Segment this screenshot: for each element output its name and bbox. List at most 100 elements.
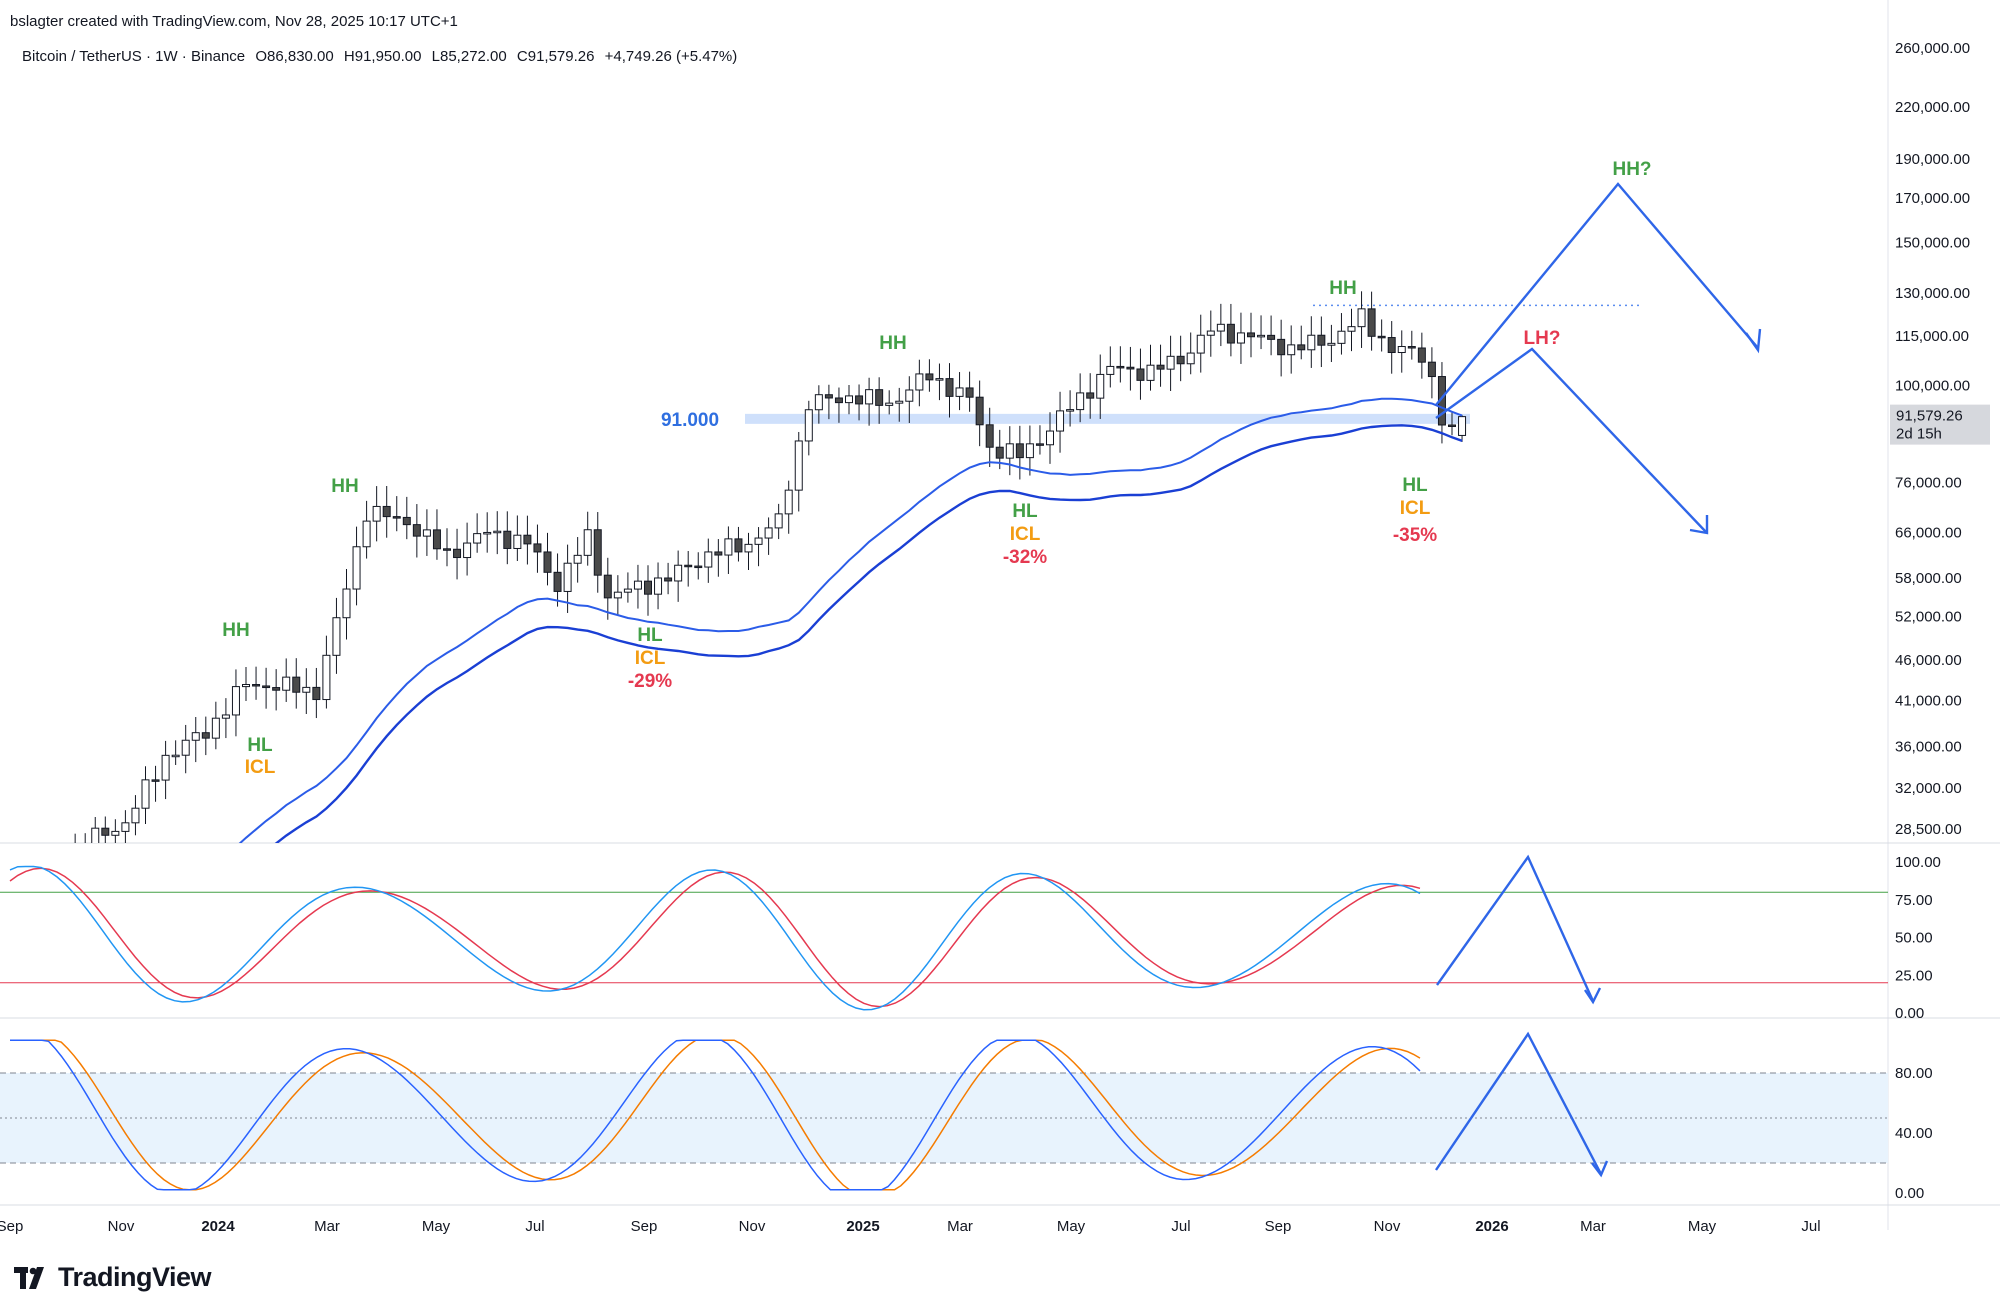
candle (915, 359, 924, 407)
candle-body (302, 686, 311, 693)
legend-symbol[interactable]: Bitcoin / TetherUS · 1W · Binance (22, 48, 246, 65)
candle-body (523, 534, 532, 545)
candle (1025, 425, 1034, 476)
candle (804, 400, 813, 456)
candle (483, 512, 492, 553)
candle-body (553, 571, 562, 592)
candle (1327, 324, 1336, 363)
candle-body (372, 505, 381, 522)
candle (563, 544, 572, 613)
candle (62, 843, 69, 871)
candle (101, 816, 110, 843)
candle (814, 385, 823, 424)
support-zone (745, 413, 1470, 424)
oscillator-2-projection-path (1435, 1031, 1603, 1175)
annotation-label: -35% (1393, 525, 1437, 546)
candle-body (201, 732, 210, 739)
price-tick-label: 130,000.00 (1895, 285, 1970, 302)
candle-body (774, 513, 783, 529)
price-tick-label: 150,000.00 (1895, 234, 1970, 251)
candle (1317, 316, 1326, 368)
oscillator-1-pane[interactable] (0, 854, 1888, 1011)
price-tick-label: 52,000.00 (1895, 609, 1962, 626)
candle-body (573, 554, 582, 564)
candle (1287, 325, 1296, 374)
oscillator-2-projection-arrow (1435, 1031, 1609, 1178)
annotation-label: ICL (1010, 524, 1041, 545)
candle (262, 667, 271, 709)
price-tick-label: 76,000.00 (1895, 475, 1962, 492)
candle (1035, 425, 1044, 455)
candle (1397, 330, 1406, 373)
candle (1066, 390, 1075, 427)
candle (1387, 321, 1396, 374)
candle-body (1005, 443, 1014, 459)
price-axis[interactable]: 260,000.00 220,000.00 190,000.00 170,000.00… (1890, 40, 1990, 1202)
candle (1307, 316, 1316, 368)
candle (905, 376, 914, 423)
candle-body (1417, 347, 1426, 363)
candle (644, 565, 652, 616)
candle-body (1427, 361, 1436, 378)
oscillator-2-tick-label: 40.00 (1895, 1125, 1933, 1142)
price-tick-label: 260,000.00 (1895, 40, 1970, 57)
candle-body (1387, 337, 1396, 354)
candle-body (784, 489, 793, 515)
candle (784, 480, 793, 534)
candle-body (955, 387, 964, 397)
candle (1146, 344, 1155, 391)
annotation-label: HL (1402, 475, 1428, 496)
time-tick-label: May (1688, 1218, 1717, 1235)
candle (1417, 332, 1426, 379)
candle (242, 666, 250, 702)
time-tick-label: Sep (1265, 1218, 1292, 1235)
time-tick-label: 2026 (1475, 1218, 1508, 1235)
price-tick-label: 190,000.00 (1895, 151, 1970, 168)
candle-body (714, 551, 723, 556)
candles (52, 291, 1467, 871)
candle-body (1025, 443, 1034, 459)
annotation-label: -32% (1003, 547, 1047, 568)
candle-body (1176, 355, 1185, 365)
time-axis[interactable]: Sep Nov 2024 Mar May Jul Sep Nov 2025 Mar May Jul Se… (0, 1218, 1821, 1235)
candle-body (52, 853, 59, 857)
oscillator-1-tick-label: 100.00 (1895, 854, 1941, 871)
annotation-label: HH? (1612, 159, 1651, 180)
oscillator-1-signal-line (9, 867, 1421, 1008)
candle-body (664, 577, 673, 582)
tradingview-brand[interactable]: TradingView (14, 1262, 212, 1293)
candle-body (422, 529, 431, 537)
candle-body (945, 378, 954, 397)
candle-body (925, 373, 934, 381)
candle (352, 526, 361, 606)
candle (412, 504, 421, 558)
candle (1156, 344, 1165, 387)
candle (1206, 310, 1215, 357)
legend-change: +4,749.26 (+5.47%) (604, 48, 738, 65)
candle-body (1146, 364, 1155, 381)
candle (74, 833, 76, 843)
candle (191, 716, 200, 763)
time-tick-label: Mar (314, 1218, 340, 1235)
candle-body (543, 551, 552, 573)
candle-body (704, 551, 713, 568)
price-tick-label: 66,000.00 (1895, 524, 1962, 541)
oscillator-2-pane[interactable] (0, 1031, 1888, 1191)
candle (362, 500, 371, 559)
candle (794, 431, 803, 512)
candle-body (1046, 430, 1054, 446)
candle-body (1287, 344, 1296, 356)
candle-body (593, 529, 602, 576)
candle (744, 532, 753, 571)
candle (1096, 354, 1105, 419)
candle (292, 658, 301, 709)
price-pane[interactable] (45, 182, 1762, 945)
annotation-label: HH (331, 476, 358, 497)
candle (1126, 346, 1135, 391)
candle-body (262, 685, 271, 689)
oscillator-1-projection-arrow (1436, 854, 1602, 1005)
candle-body (1166, 355, 1175, 370)
support-label: 91.000 (661, 410, 719, 431)
projection-arrow-up-path (1435, 182, 1759, 406)
